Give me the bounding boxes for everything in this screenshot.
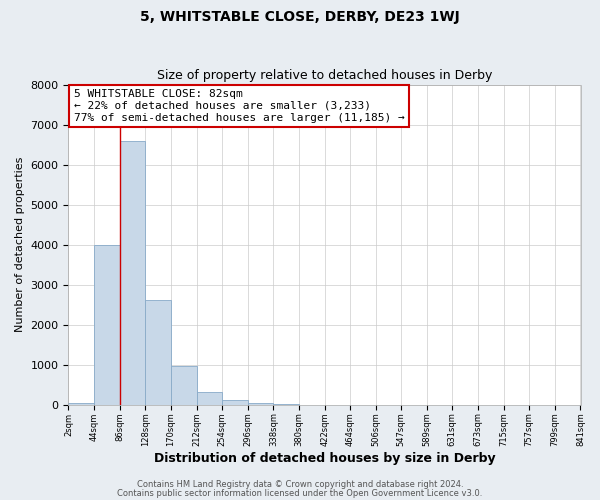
Bar	[222, 400, 248, 405]
X-axis label: Distribution of detached houses by size in Derby: Distribution of detached houses by size …	[154, 452, 495, 465]
Text: 5, WHITSTABLE CLOSE, DERBY, DE23 1WJ: 5, WHITSTABLE CLOSE, DERBY, DE23 1WJ	[140, 10, 460, 24]
Bar	[248, 402, 274, 405]
Text: Contains HM Land Registry data © Crown copyright and database right 2024.: Contains HM Land Registry data © Crown c…	[137, 480, 463, 489]
Bar	[274, 404, 299, 405]
Title: Size of property relative to detached houses in Derby: Size of property relative to detached ho…	[157, 69, 492, 82]
Bar	[119, 140, 145, 405]
Bar	[171, 366, 197, 405]
Text: 5 WHITSTABLE CLOSE: 82sqm
← 22% of detached houses are smaller (3,233)
77% of se: 5 WHITSTABLE CLOSE: 82sqm ← 22% of detac…	[74, 90, 404, 122]
Bar	[94, 244, 119, 405]
Text: Contains public sector information licensed under the Open Government Licence v3: Contains public sector information licen…	[118, 489, 482, 498]
Y-axis label: Number of detached properties: Number of detached properties	[15, 157, 25, 332]
Bar	[68, 402, 94, 405]
Bar	[145, 300, 171, 405]
Bar	[197, 392, 222, 405]
